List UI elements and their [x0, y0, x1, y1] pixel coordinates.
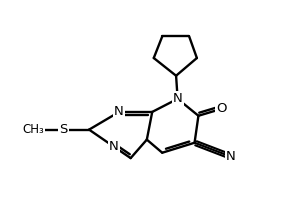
- Text: S: S: [60, 123, 68, 136]
- Text: O: O: [216, 102, 227, 115]
- Text: N: N: [173, 92, 183, 105]
- Text: N: N: [114, 106, 124, 118]
- Text: N: N: [226, 150, 236, 163]
- Text: N: N: [109, 140, 119, 153]
- Text: CH₃: CH₃: [23, 123, 44, 136]
